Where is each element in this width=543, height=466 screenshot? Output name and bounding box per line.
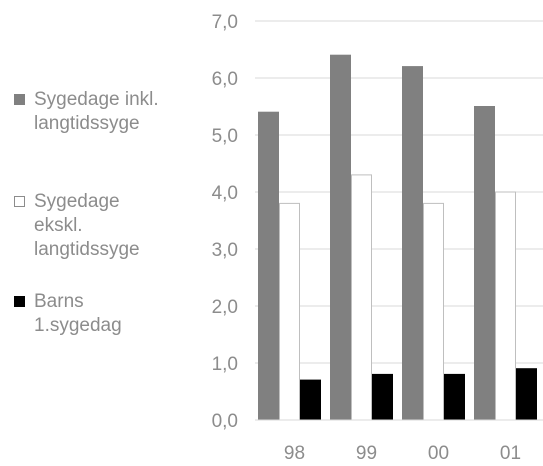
legend-swatch-ekskl — [14, 196, 25, 207]
legend-swatch-barns — [14, 296, 25, 307]
bar-0-99 — [330, 54, 351, 421]
y-tick-label: 3,0 — [212, 240, 238, 261]
bar-0-01 — [474, 106, 495, 421]
legend-label-ekskl: Sygedage ekskl. langtidssyge — [34, 191, 140, 260]
bar-2-98 — [300, 379, 321, 421]
bar-1-01 — [495, 191, 516, 421]
legend-item-barns: Barns 1.sygedag — [14, 290, 122, 338]
legend-swatch-inkl — [14, 94, 25, 105]
legend-item-ekskl: Sygedage ekskl. langtidssyge — [14, 190, 140, 262]
y-tick-label: 4,0 — [212, 183, 238, 204]
bar-1-00 — [423, 202, 444, 421]
x-tick-label: 98 — [284, 443, 305, 461]
x-tick-label: 00 — [428, 443, 449, 461]
y-tick-label: 6,0 — [212, 69, 238, 90]
y-tick-label: 1,0 — [212, 354, 238, 375]
bar-0-00 — [402, 66, 423, 421]
legend-label-barns: Barns 1.sygedag — [34, 291, 122, 336]
bar-1-99 — [351, 174, 372, 421]
legend-label-inkl: Sygedage inkl. langtidssyge — [34, 89, 159, 134]
x-tick-label: 01 — [500, 443, 521, 461]
y-tick-label: 2,0 — [212, 297, 238, 318]
bar-0-98 — [258, 111, 279, 421]
x-tick-label: 99 — [356, 443, 377, 461]
bar-2-00 — [444, 373, 465, 421]
bar-2-01 — [516, 368, 537, 421]
y-tick-label: 5,0 — [212, 126, 238, 147]
y-tick-label: 7,0 — [212, 12, 238, 33]
legend-item-inkl: Sygedage inkl. langtidssyge — [14, 88, 159, 136]
y-tick-label: 0,0 — [212, 411, 238, 432]
bar-1-98 — [279, 202, 300, 421]
bar-2-99 — [372, 373, 393, 421]
